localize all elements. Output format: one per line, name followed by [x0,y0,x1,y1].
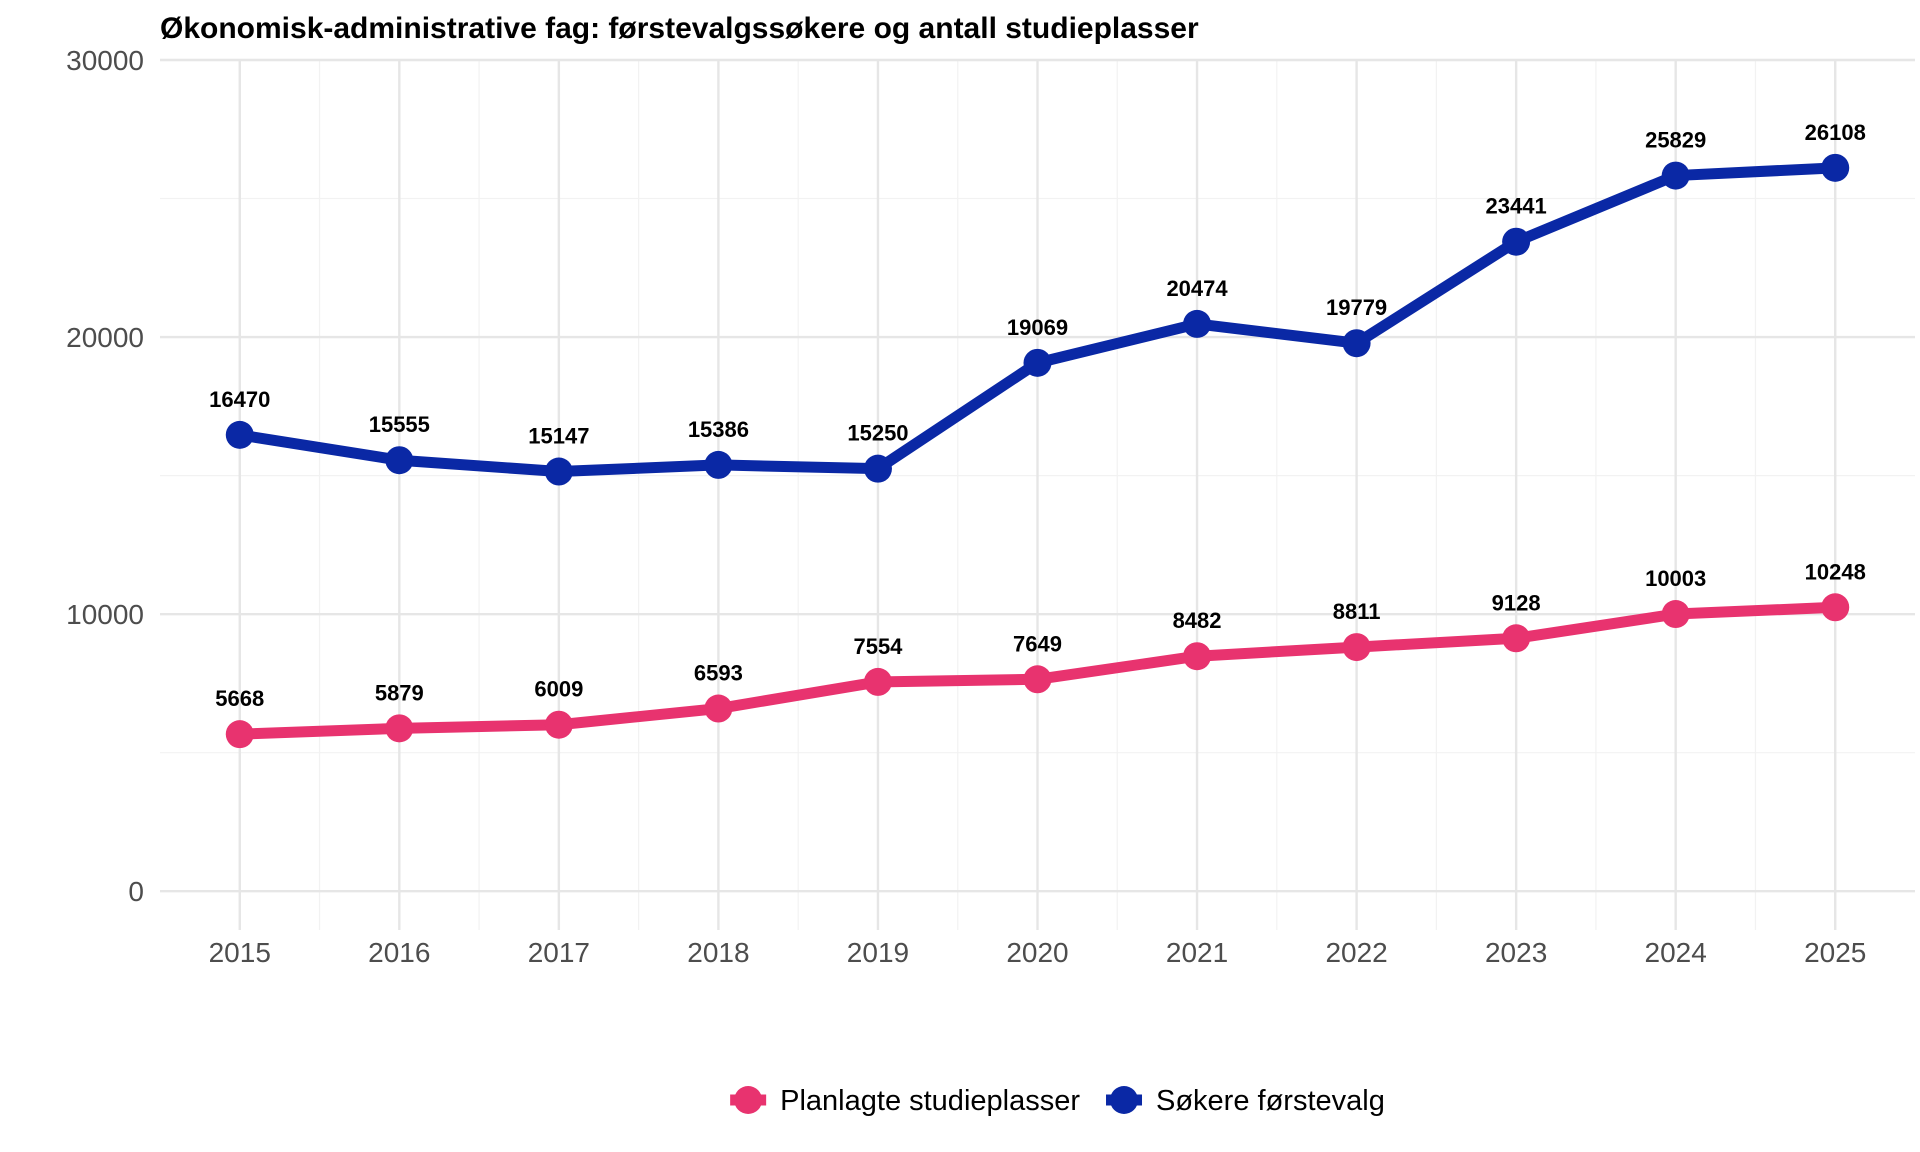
data-point [1502,624,1531,653]
data-label: 5668 [215,686,264,711]
data-point [863,667,892,696]
data-label: 9128 [1492,590,1541,615]
x-tick-label: 2021 [1166,937,1228,968]
y-tick-label: 20000 [66,322,144,353]
grid [160,58,1915,930]
data-label: 20474 [1166,276,1228,301]
data-label: 7649 [1013,631,1062,656]
x-axis-ticks: 2015 2016 2017 2018 2019 2020 2021 2022 2023 2024… [209,937,1867,968]
x-tick-label: 2025 [1804,937,1866,968]
data-point [1661,161,1690,190]
series-layer [225,153,1850,749]
data-point [225,420,254,449]
data-label: 10003 [1645,566,1706,591]
x-tick-label: 2022 [1325,937,1387,968]
data-label: 16470 [209,387,270,412]
legend-key-point [1110,1086,1139,1114]
x-tick-label: 2023 [1485,937,1547,968]
data-label: 10248 [1805,559,1866,584]
legend-label: Planlagte studieplasser [780,1085,1080,1117]
y-axis-ticks: 0 10000 20000 30000 [66,45,144,907]
legend-key-point [734,1086,763,1114]
data-point [704,694,733,723]
data-point [1821,153,1850,182]
x-tick-label: 2017 [528,937,590,968]
data-point [704,450,733,479]
data-label: 5879 [375,680,424,705]
x-tick-label: 2015 [209,937,271,968]
legend: Planlagte studieplasser Søkere førstevalg [730,1085,1385,1117]
data-label: 25829 [1645,128,1706,153]
data-point [1342,633,1371,662]
x-tick-label: 2024 [1645,937,1707,968]
legend-label: Søkere førstevalg [1156,1085,1385,1117]
y-tick-label: 0 [128,876,144,907]
data-labels: 5668 5879 6009 6593 7554 7649 8482 8811 9128 1000… [209,120,1866,711]
data-label: 15250 [847,421,908,446]
data-point [544,710,573,739]
y-tick-label: 10000 [66,599,144,630]
x-tick-label: 2020 [1006,937,1068,968]
data-point [1661,600,1690,629]
data-point [1183,309,1212,338]
data-label: 15147 [528,424,589,449]
data-label: 8482 [1173,608,1222,633]
data-point [385,446,414,475]
data-point [1342,329,1371,358]
data-point [385,714,414,743]
data-label: 15555 [369,412,430,437]
data-label: 15386 [688,417,749,442]
data-label: 23441 [1486,194,1547,219]
data-point [863,454,892,483]
data-label: 8811 [1333,599,1381,624]
data-point [1023,665,1052,694]
data-point [1502,227,1531,256]
data-point [1183,642,1212,671]
data-label: 26108 [1805,120,1866,145]
x-tick-label: 2018 [687,937,749,968]
data-label: 7554 [853,634,903,659]
data-point [544,457,573,486]
data-label: 19779 [1326,295,1387,320]
data-point [1821,593,1850,622]
data-point [1023,348,1052,377]
x-tick-label: 2016 [368,937,430,968]
data-label: 6009 [534,677,583,702]
data-label: 19069 [1007,315,1068,340]
data-label: 6593 [694,661,743,686]
y-tick-label: 30000 [66,45,144,76]
data-point [225,720,254,749]
chart-title: Økonomisk-administrative fag: førstevalg… [160,12,1199,45]
x-tick-label: 2019 [847,937,909,968]
